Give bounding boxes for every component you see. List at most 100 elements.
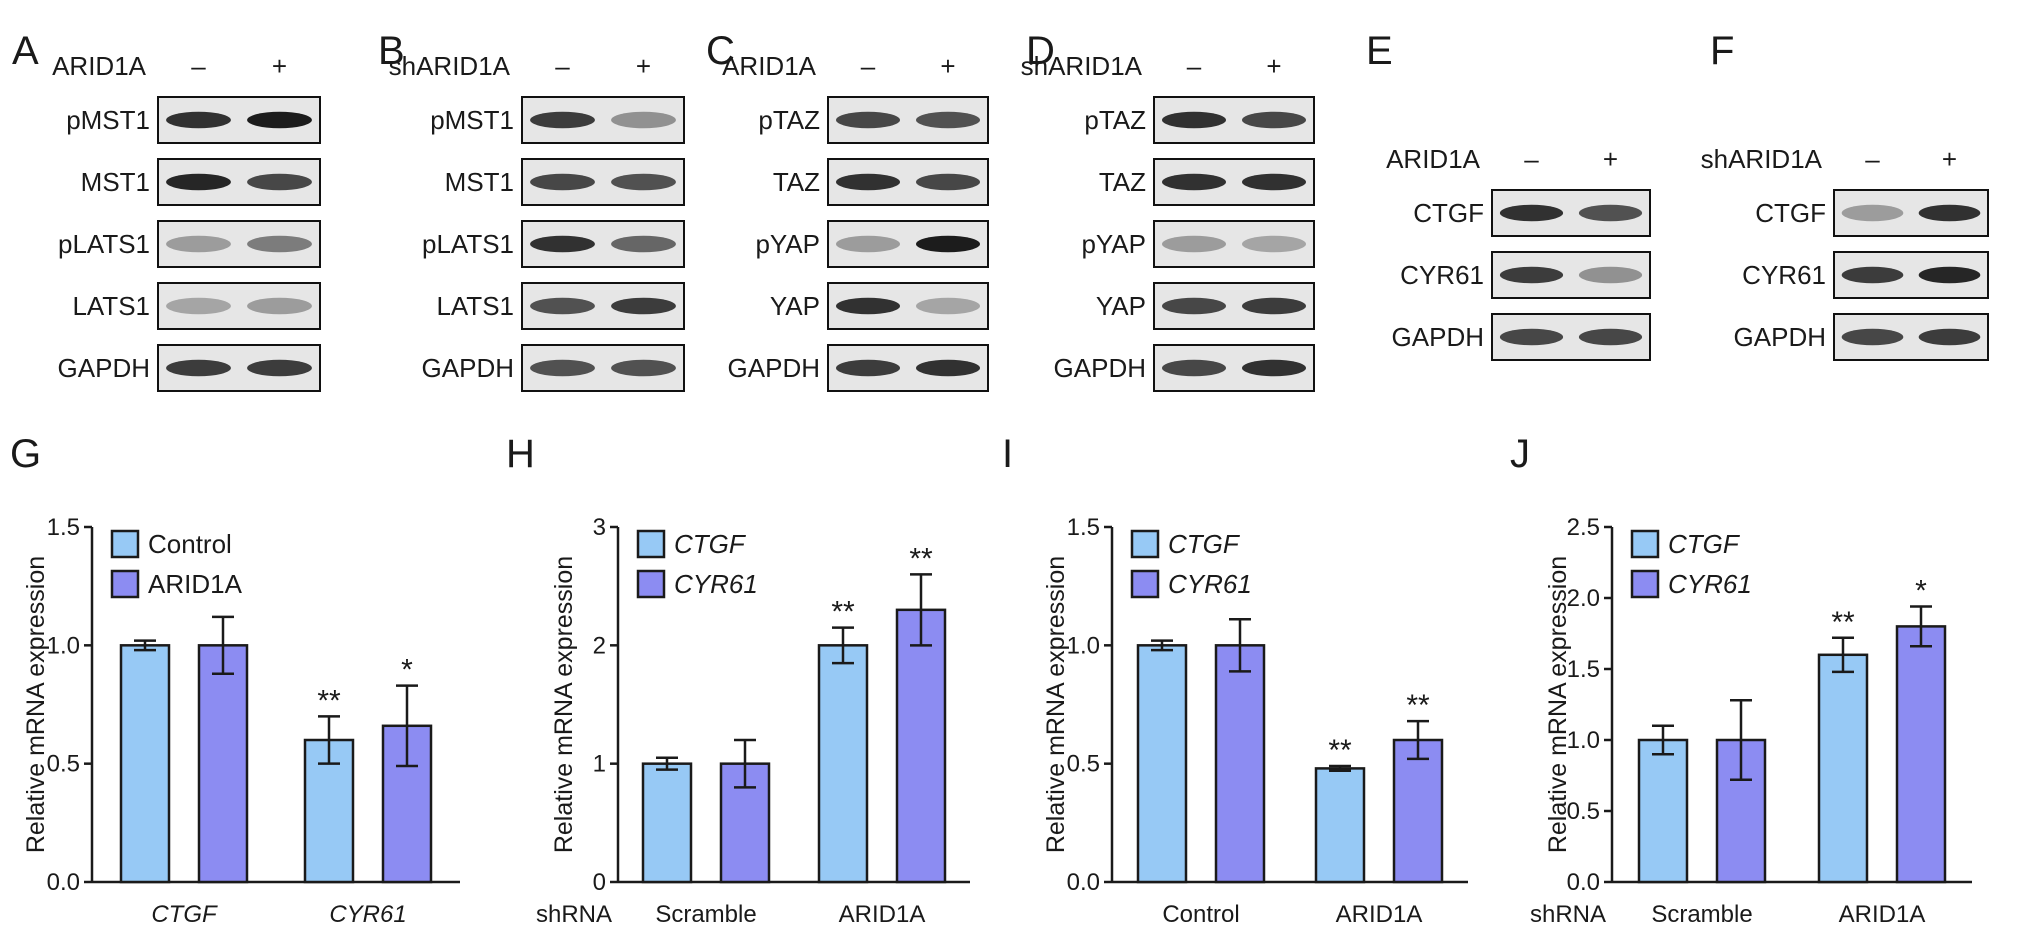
western-blot-panels: A ARID1A – +pMST1MST1pLATS1LATS1GAPDHBshARI…	[12, 29, 1989, 392]
blot-band	[166, 297, 231, 315]
blot-band	[611, 359, 676, 377]
bar-ctgf-scramble	[1637, 738, 1689, 884]
y-tick-label: 2	[593, 632, 606, 659]
protein-label: MST1	[445, 167, 514, 197]
blot-band	[1918, 204, 1981, 222]
blot-band	[1499, 328, 1564, 346]
protein-label: pYAP	[1081, 229, 1146, 259]
blot-band	[1242, 297, 1306, 315]
lane-mark-minus: –	[191, 51, 206, 81]
protein-label: LATS1	[436, 291, 514, 321]
blot-band	[1578, 266, 1643, 284]
lane-mark-plus: +	[1603, 144, 1618, 174]
protein-label: pMST1	[430, 105, 514, 135]
protein-label: GAPDH	[1054, 353, 1146, 383]
y-tick-label: 0.0	[1067, 869, 1100, 896]
treatment-label: ARID1A	[52, 51, 147, 81]
blot-band	[530, 111, 595, 129]
legend-label: CYR61	[674, 569, 758, 599]
legend-label: Control	[148, 529, 232, 559]
protein-label: pLATS1	[58, 229, 150, 259]
blot-band	[1578, 204, 1643, 222]
y-tick-label: 0	[593, 869, 606, 896]
treatment-label: ARID1A	[1386, 144, 1481, 174]
protein-label: TAZ	[1099, 167, 1146, 197]
blot-band	[1499, 266, 1564, 284]
blot-band	[1918, 266, 1981, 284]
bar-chart-j: J Relative mRNA expression 0.0 0.5 1.0 1.5 2.0…	[1510, 432, 1972, 928]
legend-swatch	[636, 569, 666, 599]
significance-mark: *	[1915, 575, 1927, 608]
protein-label: GAPDH	[1734, 322, 1826, 352]
blot-band	[247, 111, 312, 129]
y-tick-label: 0.5	[47, 751, 80, 778]
legend-swatch	[636, 529, 666, 559]
blot-band	[1242, 235, 1306, 253]
y-tick-label: 1.5	[1067, 514, 1100, 541]
blot-band	[530, 359, 595, 377]
y-axis-title: Relative mRNA expression	[1544, 556, 1572, 853]
protein-label: YAP	[770, 291, 820, 321]
blot-band	[1578, 328, 1643, 346]
protein-label: pTAZ	[1084, 105, 1146, 135]
bar-chart-panels: G Relative mRNA expression 0.0 0.5 1.0 1.5 CTG…	[10, 432, 1972, 928]
lane-mark-plus: +	[1942, 144, 1957, 174]
blot-band	[916, 173, 980, 191]
blot-band	[247, 297, 312, 315]
blot-band	[166, 111, 231, 129]
protein-label: YAP	[1096, 291, 1146, 321]
lane-mark-minus: –	[1524, 144, 1539, 174]
significance-mark: **	[1831, 606, 1855, 639]
x-category-label: ARID1A	[1839, 901, 1926, 928]
y-tick-label: 0.0	[1567, 869, 1600, 896]
bar-cyr61-arid1a	[1895, 625, 1947, 884]
blot-band	[1162, 235, 1226, 253]
panel-letter: H	[506, 432, 535, 476]
x-category-label: CTGF	[151, 901, 218, 928]
y-tick-label: 0.5	[1567, 798, 1600, 825]
bar-ctgf-arid1a	[817, 644, 869, 884]
protein-label: CYR61	[1742, 260, 1826, 290]
blot-panel-a: A ARID1A – + pMST1 MST1 pLATS1 LATS1 GAPDH	[12, 29, 321, 392]
lane-mark-minus: –	[1865, 144, 1880, 174]
bar-cyr61-arid1a	[1392, 738, 1444, 884]
blot-band	[611, 173, 676, 191]
panel-letter: D	[1026, 29, 1055, 73]
blot-band	[836, 297, 900, 315]
x-category-label: Control	[1162, 901, 1239, 928]
blot-band	[836, 111, 900, 129]
lane-mark-plus: +	[272, 51, 287, 81]
blot-band	[611, 235, 676, 253]
lane-mark-plus: +	[636, 51, 651, 81]
bar-cyr61-control	[1214, 644, 1266, 884]
blot-band	[916, 111, 980, 129]
protein-label: MST1	[81, 167, 150, 197]
blot-band	[1162, 359, 1226, 377]
x-category-label: Scramble	[1651, 901, 1752, 928]
blot-band	[916, 235, 980, 253]
panel-letter: J	[1510, 432, 1530, 476]
bar-ctgf-control	[1136, 644, 1188, 884]
x-category-label: ARID1A	[839, 901, 926, 928]
bar-cyr61-arid1a	[895, 608, 947, 884]
panel-letter: F	[1710, 29, 1734, 73]
blot-band	[247, 359, 312, 377]
x-prefix-label: shRNA	[1530, 901, 1606, 928]
x-prefix-label: shRNA	[536, 901, 612, 928]
lane-mark-plus: +	[940, 51, 955, 81]
blot-band	[247, 235, 312, 253]
legend-swatch	[1630, 569, 1660, 599]
blot-band	[1918, 328, 1981, 346]
y-axis-title: Relative mRNA expression	[22, 556, 50, 853]
y-tick-label: 1.5	[47, 514, 80, 541]
bar-control-ctgf	[119, 644, 171, 884]
x-category-label: ARID1A	[1336, 901, 1423, 928]
blot-band	[530, 235, 595, 253]
treatment-label: shARID1A	[389, 51, 511, 81]
panel-letter: I	[1002, 432, 1013, 476]
x-category-label: CYR61	[329, 901, 406, 928]
protein-label: CTGF	[1755, 198, 1826, 228]
protein-label: pLATS1	[422, 229, 514, 259]
